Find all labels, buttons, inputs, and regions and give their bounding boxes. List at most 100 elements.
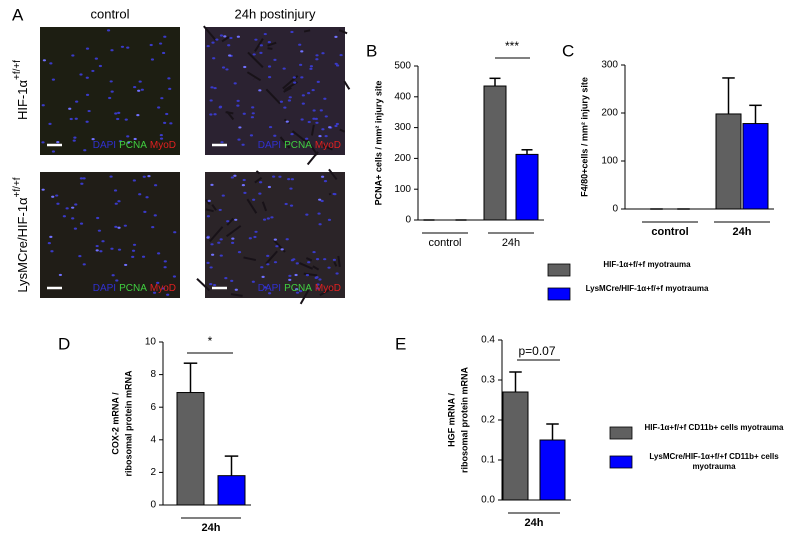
nucleus xyxy=(209,282,213,286)
tissue-texture xyxy=(279,136,291,149)
stain-label: DAPI xyxy=(93,283,116,294)
nucleus xyxy=(275,245,279,248)
nucleus xyxy=(267,41,271,44)
nucleus xyxy=(336,64,340,67)
tissue-texture xyxy=(226,217,234,226)
nucleus xyxy=(318,198,322,201)
nucleus xyxy=(219,34,224,37)
stain-legend: DAPI PCNA MyoD xyxy=(258,283,341,294)
nucleus xyxy=(283,106,287,109)
nucleus xyxy=(210,243,214,246)
nucleus xyxy=(132,243,137,246)
stain-label: PCNA xyxy=(284,283,312,294)
significance-label: * xyxy=(208,334,213,348)
nucleus xyxy=(237,251,242,254)
nucleus xyxy=(221,66,226,69)
nucleus xyxy=(250,116,254,119)
nucleus xyxy=(82,177,86,180)
row-label-text: LysMCre/HIF-1α xyxy=(15,197,30,293)
bar xyxy=(515,153,539,221)
nucleus xyxy=(58,273,63,277)
nucleus xyxy=(316,80,320,83)
nucleus xyxy=(293,81,297,84)
nucleus xyxy=(315,258,320,261)
nucleus xyxy=(91,69,95,73)
nucleus xyxy=(320,175,325,178)
nucleus xyxy=(312,117,316,120)
nucleus xyxy=(213,86,217,90)
nucleus xyxy=(132,179,136,182)
nucleus xyxy=(221,194,225,197)
stain-label: PCNA xyxy=(119,140,147,151)
nucleus xyxy=(300,50,304,53)
nucleus xyxy=(71,54,75,57)
nucleus xyxy=(145,196,149,199)
nucleus xyxy=(312,109,316,112)
nucleus xyxy=(72,139,76,142)
nucleus xyxy=(259,44,263,47)
tissue-texture xyxy=(255,170,261,175)
nucleus xyxy=(319,109,323,112)
nucleus xyxy=(327,266,331,269)
nucleus xyxy=(223,35,227,38)
nucleus xyxy=(282,67,286,70)
nucleus xyxy=(254,230,258,233)
nucleus xyxy=(163,35,167,38)
nucleus xyxy=(334,62,338,65)
nucleus xyxy=(79,73,83,76)
tissue-texture xyxy=(319,143,333,151)
nucleus xyxy=(321,128,325,131)
micrograph xyxy=(40,27,180,155)
nucleus xyxy=(263,32,267,36)
nucleus xyxy=(218,106,222,109)
tissue-texture xyxy=(328,168,338,181)
nucleus xyxy=(316,283,320,286)
y-axis-label: ribosomal protein mRNA xyxy=(459,366,469,473)
nucleus xyxy=(295,288,299,291)
y-axis-label: ribosomal protein mRNA xyxy=(123,370,133,477)
nucleus xyxy=(294,273,298,277)
nucleus xyxy=(173,231,177,234)
nucleus xyxy=(213,113,217,116)
nucleus xyxy=(334,35,338,38)
nucleus xyxy=(242,178,246,182)
y-tick-label: 200 xyxy=(601,108,618,119)
nucleus xyxy=(168,87,172,90)
legend-swatch xyxy=(547,263,571,277)
nucleus xyxy=(309,65,314,68)
nucleus xyxy=(242,112,246,115)
nucleus xyxy=(41,104,45,107)
nucleus xyxy=(312,250,316,254)
nucleus xyxy=(137,89,141,92)
tissue-texture xyxy=(205,208,214,213)
nucleus xyxy=(290,133,294,136)
nucleus xyxy=(251,112,255,115)
nucleus xyxy=(80,182,84,185)
nucleus xyxy=(73,227,78,230)
nucleus xyxy=(99,250,103,253)
nucleus xyxy=(220,141,224,144)
nucleus xyxy=(114,112,118,115)
nucleus xyxy=(138,80,142,83)
significance-label: *** xyxy=(505,39,519,53)
nucleus xyxy=(126,135,130,138)
nucleus xyxy=(252,198,256,201)
nucleus xyxy=(305,213,309,216)
nucleus xyxy=(97,229,102,232)
nucleus xyxy=(309,67,313,70)
nucleus xyxy=(307,92,311,95)
y-tick-label: 4 xyxy=(150,434,156,445)
nucleus xyxy=(268,292,272,295)
y-tick-label: 0 xyxy=(612,204,618,215)
nucleus xyxy=(252,53,256,56)
nucleus xyxy=(219,254,223,257)
nucleus xyxy=(120,45,125,48)
nucleus xyxy=(51,195,55,198)
panel-label: C xyxy=(562,41,574,60)
nucleus xyxy=(284,202,288,206)
nucleus xyxy=(318,134,322,138)
legend-label: HIF-1α+f/+f CD11b+ cells myotrauma xyxy=(644,423,784,432)
nucleus xyxy=(159,133,163,137)
nucleus xyxy=(332,258,336,261)
tissue-texture xyxy=(303,272,318,277)
